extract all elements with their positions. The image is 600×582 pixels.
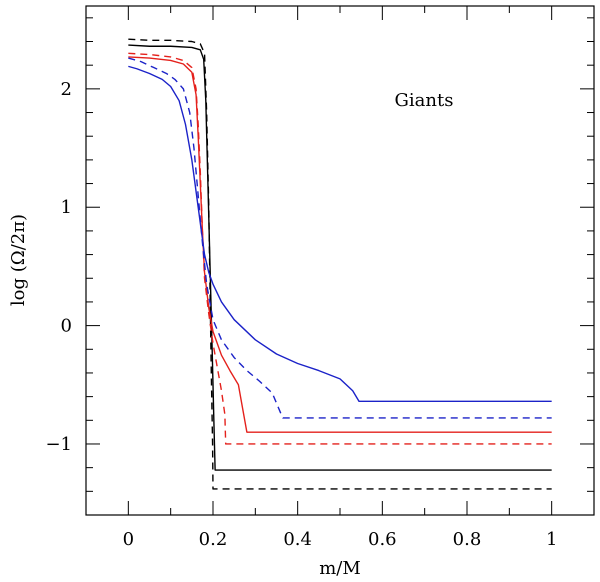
x-tick-label: 0.6: [368, 529, 397, 550]
x-tick-label: 0: [123, 529, 134, 550]
series-line-4: [128, 56, 552, 433]
x-tick-label: 0.2: [199, 529, 228, 550]
series-line-5: [128, 57, 552, 419]
series-line-6: [128, 65, 552, 403]
x-axis-label: m/M: [319, 558, 361, 579]
y-tick-label: 0: [61, 316, 72, 337]
y-axis-label: log (Ω/2π): [8, 214, 29, 306]
plot-frame: [85, 5, 595, 516]
series-group: [128, 38, 552, 490]
x-tick-label: 0.8: [453, 529, 482, 550]
y-tick-label: −1: [45, 434, 72, 455]
y-tick-label: 1: [61, 197, 72, 218]
series-line-1: [128, 38, 552, 490]
series-line-2: [128, 44, 552, 471]
y-tick-label: 2: [61, 79, 72, 100]
tick-labels: 0 0.2 0.4 0.6 0.8 1 −1 0 1 2: [45, 79, 557, 550]
x-tick-label: 1: [546, 529, 557, 550]
series-line-3: [128, 52, 552, 445]
annotation-giants: Giants: [395, 90, 454, 111]
x-tick-label: 0.4: [283, 529, 312, 550]
ticks: [85, 6, 595, 516]
